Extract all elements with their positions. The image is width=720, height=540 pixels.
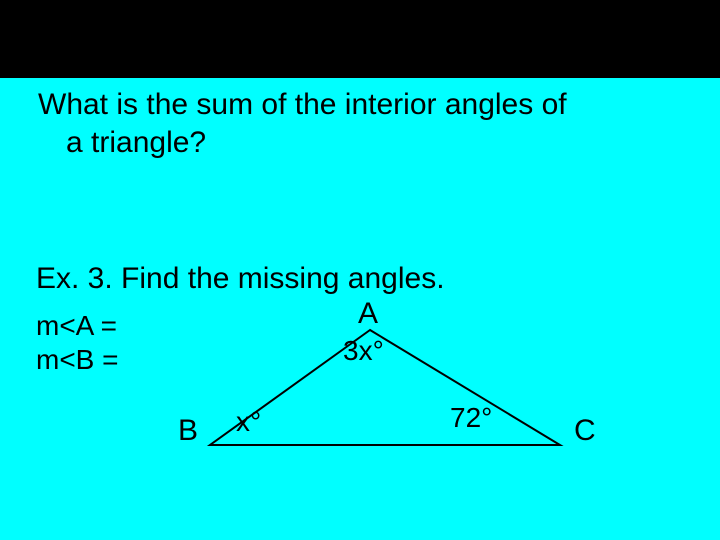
angle-A-value: 3x° (343, 335, 384, 367)
vertex-label-B: B (178, 414, 198, 448)
triangle-shape (210, 330, 560, 445)
question-line2: a triangle? (38, 124, 678, 162)
title-bar (0, 0, 720, 78)
equation-mB: m<B = (36, 344, 118, 376)
example-label: Ex. 3. Find the missing angles. (36, 262, 445, 296)
question-text: What is the sum of the interior angles o… (38, 86, 678, 161)
angle-C-value: 72° (450, 402, 492, 434)
equation-mA: m<A = (36, 310, 117, 342)
question-line1: What is the sum of the interior angles o… (38, 88, 567, 121)
vertex-label-A: A (358, 297, 378, 331)
vertex-label-C: C (574, 414, 596, 448)
angle-B-value: x° (236, 406, 261, 438)
